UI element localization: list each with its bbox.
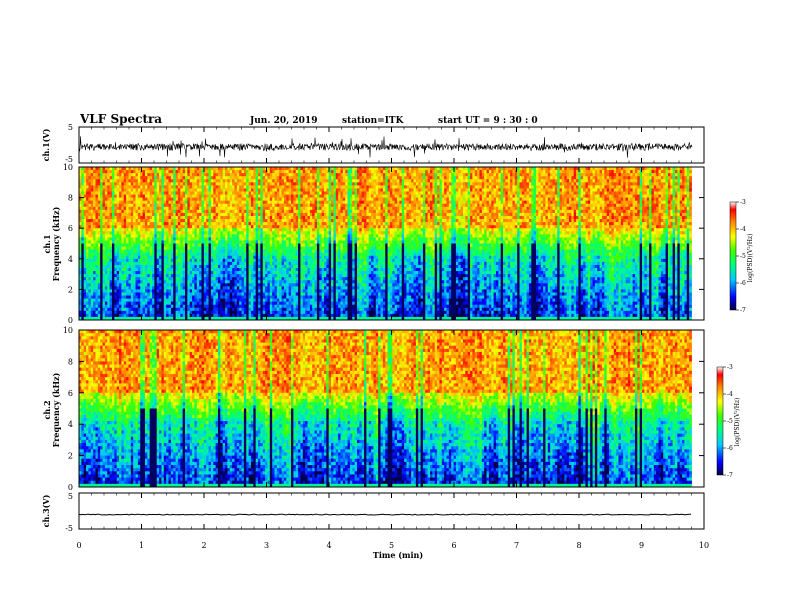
- ch2-colorbar-ticks: -3 -4 -5 -6 -7: [723, 364, 733, 479]
- x-axis-label: Time (min): [373, 550, 423, 560]
- ch1-waveform-panel: 5 -5 ch.1(V): [41, 123, 705, 164]
- ch1-spectrogram-ytick-label-6: 6: [68, 224, 73, 233]
- x-tick-label-5: 5: [389, 541, 394, 550]
- x-tick-label-2: 2: [201, 541, 206, 550]
- ch3-waveform-frame: [78, 492, 705, 530]
- header-start-time: start UT = 9 : 30 : 0: [438, 116, 538, 126]
- x-tick-label-7: 7: [514, 541, 519, 550]
- ch2-colorbar-label--7: -7: [727, 472, 733, 479]
- ch1-colorbar-label--4: -4: [740, 226, 746, 233]
- header-station: station=ITK: [342, 116, 405, 126]
- x-tick-label-3: 3: [264, 541, 269, 550]
- ch2-spectrogram-ytick-label-0: 0: [68, 483, 73, 492]
- x-tick-label-10: 10: [699, 541, 709, 550]
- ch1-colorbar-label--7: -7: [740, 307, 746, 314]
- ch2-spectrogram-ytick-label-10: 10: [63, 326, 73, 335]
- ch2-colorbar-label--6: -6: [727, 445, 733, 452]
- x-tick-label-0: 0: [76, 541, 81, 550]
- ch1-spectrogram-ytick-label-10: 10: [63, 163, 73, 172]
- ch2-spectrogram-heatmap: [79, 330, 692, 488]
- ch2-colorbar-label--4: -4: [727, 391, 733, 398]
- ch1-colorbar: [729, 201, 737, 311]
- ch1-waveform-ylabel: ch.1(V): [41, 128, 51, 161]
- ch1-colorbar-label: log(PSD)(V²/Hz): [747, 234, 754, 283]
- ch1-ytick-top: 5: [68, 123, 73, 132]
- ch3-waveform-trace: [78, 513, 692, 516]
- ch2-spectrogram-yticks: 0 2 4 6 8 10: [63, 326, 704, 492]
- ch2-colorbar-label--3: -3: [727, 364, 733, 371]
- ch1-spectrogram-yticks: 0 2 4 6 8 10: [63, 163, 704, 325]
- ch2-spectrogram-ytick-label-2: 2: [68, 452, 73, 461]
- ch1-waveform-trace: [78, 136, 693, 158]
- ch1-spectrogram-ytick-label-0: 0: [68, 316, 73, 325]
- ch3-ytick-bottom: -5: [65, 524, 73, 533]
- x-tick-label-1: 1: [139, 541, 144, 550]
- ch3-ytick-top: 5: [68, 492, 73, 501]
- ch2-spectrogram-ytick-label-8: 8: [68, 357, 73, 366]
- header-date: Jun. 20, 2019: [249, 116, 317, 126]
- ch1-spectrogram-ytick-label-4: 4: [68, 255, 73, 264]
- ch1-colorbar-ticks: -3 -4 -5 -6 -7: [736, 199, 746, 314]
- x-tick-label-4: 4: [326, 541, 331, 550]
- ch1-ytick-bottom: -5: [65, 155, 73, 164]
- x-tick-label-6: 6: [451, 541, 456, 550]
- ch1-spectrogram-ylabel-line1: ch.1: [42, 234, 52, 253]
- ch2-colorbar: [716, 366, 724, 476]
- ch3-waveform-panel: 5 -5 ch.3(V): [41, 492, 705, 533]
- ch3-waveform-ylabel: ch.3(V): [41, 494, 51, 527]
- ch1-colorbar-label--5: -5: [740, 253, 746, 260]
- ch2-spectrogram-ytick-label-6: 6: [68, 389, 73, 398]
- ch1-spectrogram-ylabel-line2: Frequency (kHz): [51, 206, 61, 281]
- ch1-spectrogram-heatmap: [79, 167, 692, 321]
- chart-title: VLF Spectra: [79, 112, 162, 126]
- x-tick-label-9: 9: [639, 541, 644, 550]
- ch2-spectrogram-ylabel-line2: Frequency (kHz): [51, 372, 61, 447]
- ch1-colorbar-label--3: -3: [740, 199, 746, 206]
- ch1-spectrogram-ytick-label-2: 2: [68, 285, 73, 294]
- x-axis-ticks: 0 1 2 3 4 5 6 7 8 9 10: [76, 127, 709, 550]
- ch2-spectrogram-ylabel-line1: ch.2: [42, 400, 52, 419]
- ch2-colorbar-label: log(PSD)(V²/Hz): [734, 398, 741, 447]
- ch1-colorbar-label--6: -6: [740, 280, 746, 287]
- ch1-spectrogram-ytick-label-8: 8: [68, 194, 73, 203]
- ch2-spectrogram-ytick-label-4: 4: [68, 420, 73, 429]
- ch2-colorbar-label--5: -5: [727, 418, 733, 425]
- x-tick-label-8: 8: [576, 541, 581, 550]
